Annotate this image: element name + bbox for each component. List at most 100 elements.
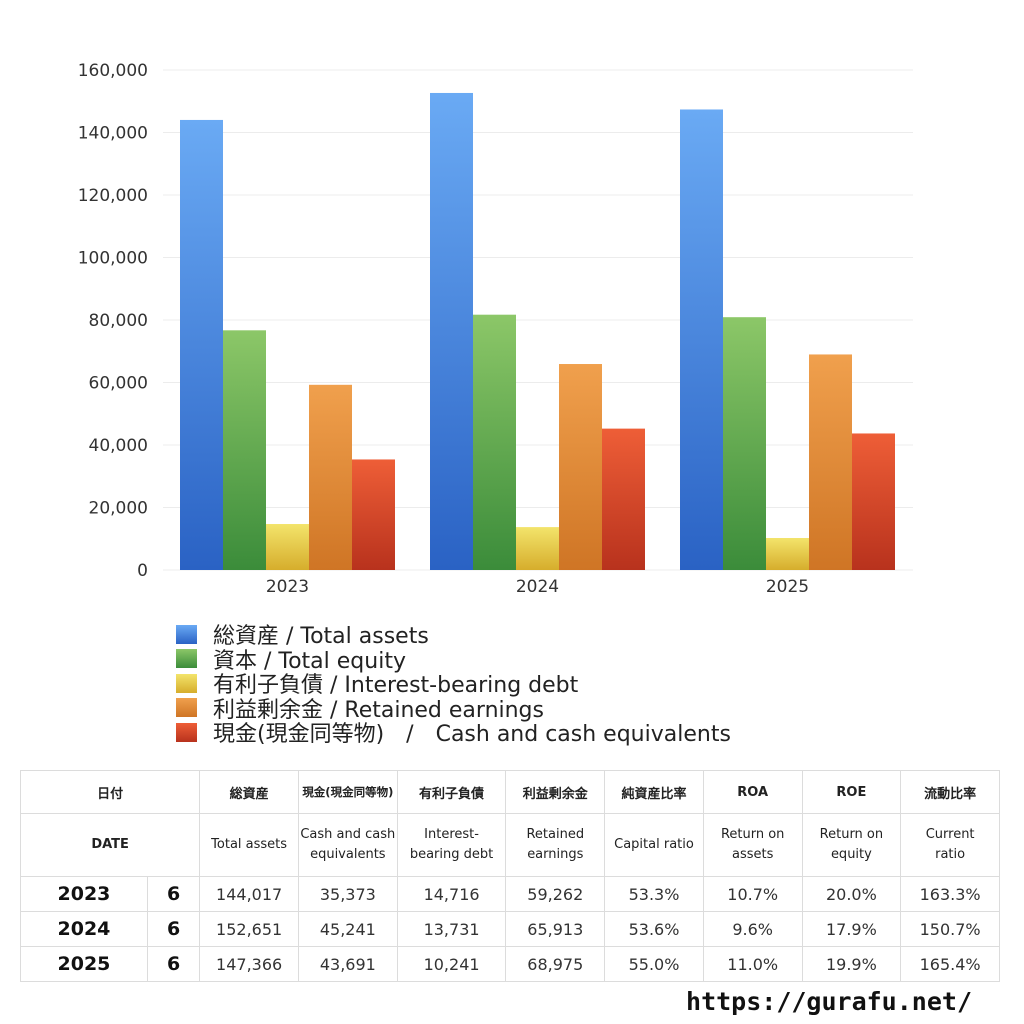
cell-current-ratio: 165.4%: [900, 946, 1000, 982]
header-total-assets-en: Total assets: [199, 813, 299, 877]
cell-roa: 10.7%: [702, 876, 803, 912]
legend-swatch: [176, 624, 197, 644]
bar-2-2024: [473, 314, 516, 570]
y-tick-label: 40,000: [89, 436, 148, 456]
cell-debt: 13,731: [396, 911, 507, 947]
row-year: 2025: [20, 946, 148, 982]
header-debt-jp: 有利子負債: [396, 770, 507, 814]
legend-item: 総資産 / Total assets: [176, 622, 731, 649]
cell-roe: 19.9%: [801, 946, 902, 982]
cell-capital-ratio: 53.3%: [604, 876, 704, 912]
header-roe-en: Return on equity: [801, 813, 902, 877]
header-current-ratio-en: Current ratio: [900, 813, 1000, 877]
header-roe-jp: ROE: [801, 770, 902, 814]
financial-metrics-table: 日付 総資産 現金(現金同等物) 有利子負債 利益剰余金 純資産比率 ROA R…: [19, 770, 1000, 982]
table-header-en: DATE Total assets Cash and cash equivale…: [19, 813, 1000, 877]
cell-cash: 35,373: [297, 876, 398, 912]
table-row: 2023 6 144,017 35,373 14,716 59,262 53.3…: [20, 876, 1000, 912]
header-capital-ratio-jp: 純資産比率: [604, 770, 704, 814]
header-retained-jp: 利益剰余金: [505, 770, 606, 814]
y-tick-label: 140,000: [78, 124, 148, 144]
legend-item: 有利子負債 / Interest-bearing debt: [176, 671, 731, 698]
y-tick-label: 80,000: [89, 311, 148, 331]
header-date-en: DATE: [19, 813, 201, 877]
site-url[interactable]: https://gurafu.net/: [686, 987, 972, 1016]
y-tick-label: 60,000: [89, 374, 148, 394]
cell-current-ratio: 163.3%: [900, 876, 1000, 912]
row-year: 2024: [20, 911, 148, 947]
header-debt-en: Interest-bearing debt: [396, 813, 507, 877]
bar-1-2023: [180, 119, 223, 571]
bar-3-2025: [766, 537, 809, 570]
cell-total-assets: 147,366: [199, 946, 299, 982]
row-month: 6: [146, 876, 201, 912]
cell-total-assets: 144,017: [199, 876, 299, 912]
legend-swatch: [176, 673, 197, 693]
bar-2-2025: [723, 317, 766, 570]
y-tick-label: 100,000: [78, 249, 148, 269]
header-capital-ratio-en: Capital ratio: [604, 813, 704, 877]
cell-cash: 43,691: [297, 946, 398, 982]
header-current-ratio-jp: 流動比率: [900, 770, 1000, 814]
table-row: 2024 6 152,651 45,241 13,731 65,913 53.6…: [20, 911, 1000, 947]
cell-roa: 11.0%: [702, 946, 803, 982]
bar-2-2023: [223, 330, 266, 570]
y-tick-label: 160,000: [78, 61, 148, 81]
cell-current-ratio: 150.7%: [900, 911, 1000, 947]
chart-legend: 総資産 / Total assets 資本 / Total equity 有利子負債…: [176, 622, 731, 747]
table-row: 2025 6 147,366 43,691 10,241 68,975 55.0…: [20, 946, 1000, 982]
legend-label: 有利子負債 / Interest-bearing debt: [213, 673, 579, 699]
cell-capital-ratio: 53.6%: [604, 911, 704, 947]
cell-roa: 9.6%: [702, 911, 803, 947]
cell-debt: 10,241: [396, 946, 507, 982]
cell-retained: 68,975: [505, 946, 606, 982]
bar-3-2024: [516, 527, 559, 570]
bar-5-2023: [352, 459, 395, 570]
y-tick-label: 0: [137, 561, 148, 581]
bar-1-2024: [430, 92, 473, 570]
bar-5-2024: [602, 428, 645, 570]
bar-chart: 0 20,000 40,000 60,000 80,000 100,000 120,000 1…: [78, 61, 913, 597]
x-tick-label: 2025: [766, 577, 809, 597]
header-roa-en: Return on assets: [702, 813, 803, 877]
chart-svg: 0 20,000 40,000 60,000 80,000 100,000 120,000 1…: [78, 61, 913, 597]
table-header-jp: 日付 総資産 現金(現金同等物) 有利子負債 利益剰余金 純資産比率 ROA R…: [19, 770, 1000, 814]
legend-swatch: [176, 649, 197, 669]
header-total-assets-jp: 総資産: [199, 770, 299, 814]
row-year: 2023: [20, 876, 148, 912]
y-tick-label: 120,000: [78, 186, 148, 206]
legend-swatch: [176, 722, 197, 742]
cell-capital-ratio: 55.0%: [604, 946, 704, 982]
legend-label: 総資産 / Total assets: [213, 624, 429, 650]
bar-3-2023: [266, 524, 309, 570]
legend-item: 利益剰余金 / Retained earnings: [176, 696, 731, 723]
legend-label: 資本 / Total equity: [213, 648, 406, 674]
bar-4-2023: [309, 384, 352, 570]
cell-roe: 20.0%: [801, 876, 902, 912]
legend-item: 資本 / Total equity: [176, 647, 731, 674]
y-tick-label: 20,000: [89, 499, 148, 519]
bar-4-2025: [809, 354, 852, 570]
header-roa-jp: ROA: [702, 770, 803, 814]
cell-retained: 59,262: [505, 876, 606, 912]
row-month: 6: [146, 946, 201, 982]
cell-debt: 14,716: [396, 876, 507, 912]
bar-4-2024: [559, 364, 602, 570]
cell-roe: 17.9%: [801, 911, 902, 947]
legend-label: 利益剰余金 / Retained earnings: [213, 697, 544, 723]
header-date-jp: 日付: [19, 770, 201, 814]
header-retained-en: Retained earnings: [505, 813, 606, 877]
x-tick-label: 2023: [266, 577, 309, 597]
bar-5-2025: [852, 433, 895, 570]
header-cash-jp: 現金(現金同等物): [297, 770, 398, 814]
header-cash-en: Cash and cash equivalents: [297, 813, 398, 877]
cell-cash: 45,241: [297, 911, 398, 947]
legend-label: 現金(現金同等物) / Cash and cash equivalents: [213, 722, 731, 748]
cell-retained: 65,913: [505, 911, 606, 947]
cell-total-assets: 152,651: [199, 911, 299, 947]
row-month: 6: [146, 911, 201, 947]
bar-1-2025: [680, 109, 723, 570]
x-tick-label: 2024: [516, 577, 559, 597]
legend-swatch: [176, 698, 197, 718]
legend-item: 現金(現金同等物) / Cash and cash equivalents: [176, 720, 731, 747]
